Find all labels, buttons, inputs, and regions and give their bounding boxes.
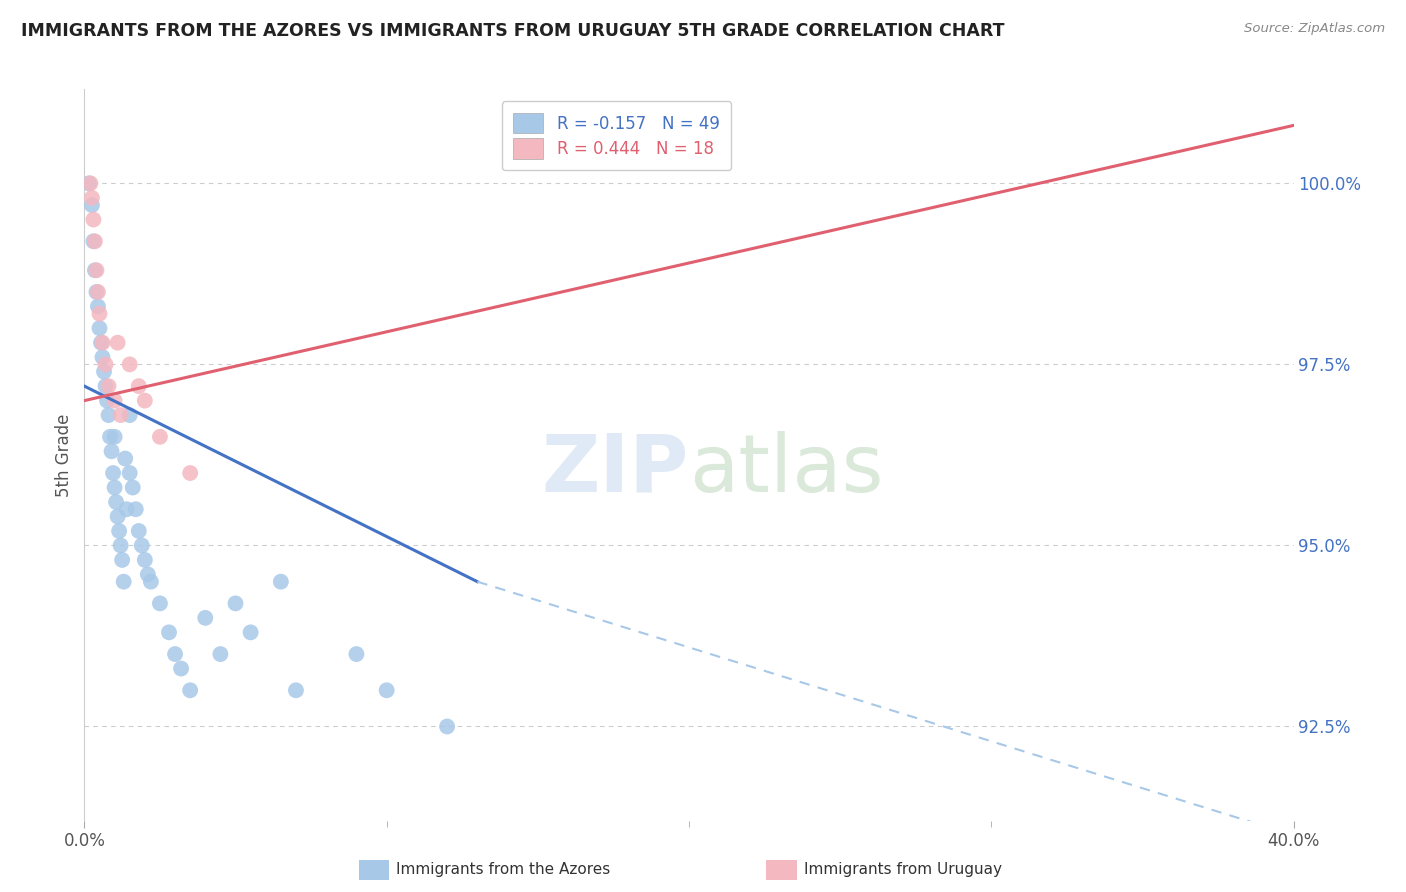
Point — [91, 335, 114, 350]
Y-axis label: 5th Grade: 5th Grade — [55, 413, 73, 497]
Point — [110, 538, 132, 552]
Point — [111, 553, 134, 567]
Point — [131, 538, 153, 552]
Text: Immigrants from the Azores: Immigrants from the Azores — [396, 863, 610, 877]
Point — [284, 683, 308, 698]
Point — [194, 611, 217, 625]
Point — [179, 683, 201, 698]
Point — [128, 524, 150, 538]
Point — [82, 234, 104, 248]
Point — [97, 379, 120, 393]
Point — [107, 509, 129, 524]
Point — [107, 335, 129, 350]
Point — [118, 358, 141, 372]
Point — [89, 307, 111, 321]
Point — [84, 234, 107, 248]
Point — [165, 647, 187, 661]
Point — [94, 358, 117, 372]
Point — [139, 574, 162, 589]
Point — [84, 263, 107, 277]
Point — [125, 502, 148, 516]
Point — [149, 596, 172, 610]
Point — [104, 481, 127, 495]
Point — [149, 430, 172, 444]
Point — [77, 177, 100, 191]
Point — [209, 647, 232, 661]
Text: IMMIGRANTS FROM THE AZORES VS IMMIGRANTS FROM URUGUAY 5TH GRADE CORRELATION CHAR: IMMIGRANTS FROM THE AZORES VS IMMIGRANTS… — [21, 22, 1005, 40]
Point — [157, 625, 180, 640]
Point — [87, 300, 110, 314]
Point — [101, 466, 124, 480]
Point — [436, 719, 458, 733]
Point — [87, 285, 110, 299]
Point — [114, 451, 136, 466]
Point — [115, 502, 138, 516]
Point — [93, 365, 115, 379]
Point — [80, 191, 103, 205]
Point — [108, 524, 131, 538]
Point — [96, 393, 118, 408]
Point — [110, 408, 132, 422]
Text: ZIP: ZIP — [541, 431, 689, 508]
Point — [375, 683, 398, 698]
Point — [105, 495, 128, 509]
Text: Source: ZipAtlas.com: Source: ZipAtlas.com — [1244, 22, 1385, 36]
Point — [136, 567, 159, 582]
Point — [134, 393, 156, 408]
Point — [118, 466, 141, 480]
Point — [134, 553, 156, 567]
Point — [170, 662, 193, 676]
Point — [104, 430, 127, 444]
Point — [121, 481, 143, 495]
Point — [100, 444, 122, 458]
Legend: R = -0.157   N = 49, R = 0.444   N = 18: R = -0.157 N = 49, R = 0.444 N = 18 — [502, 101, 731, 170]
Point — [179, 466, 201, 480]
Point — [91, 350, 114, 364]
Point — [80, 198, 103, 212]
Point — [89, 321, 111, 335]
Text: atlas: atlas — [689, 431, 883, 508]
Point — [86, 285, 108, 299]
Point — [112, 574, 135, 589]
Text: Immigrants from Uruguay: Immigrants from Uruguay — [804, 863, 1002, 877]
Point — [86, 263, 108, 277]
Point — [79, 177, 101, 191]
Point — [118, 408, 141, 422]
Point — [128, 379, 150, 393]
Point — [90, 335, 112, 350]
Point — [97, 408, 120, 422]
Point — [239, 625, 262, 640]
Point — [225, 596, 247, 610]
Point — [346, 647, 368, 661]
Point — [104, 393, 127, 408]
Point — [94, 379, 117, 393]
Point — [82, 212, 104, 227]
Point — [270, 574, 292, 589]
Point — [98, 430, 121, 444]
